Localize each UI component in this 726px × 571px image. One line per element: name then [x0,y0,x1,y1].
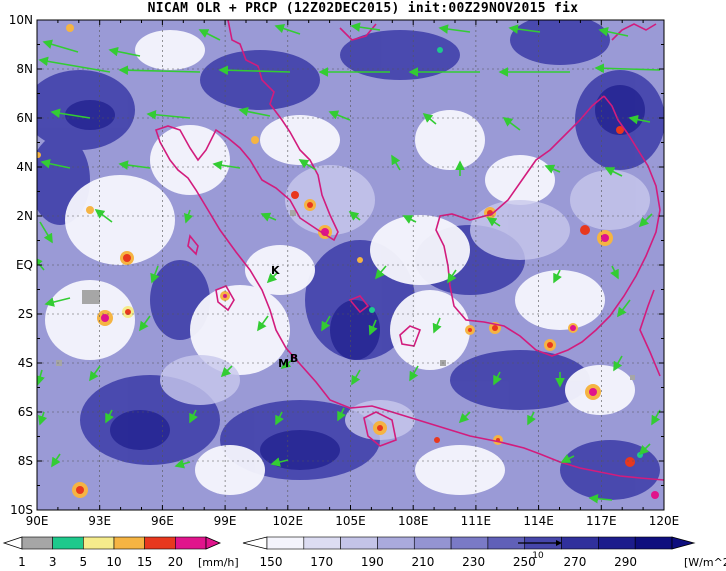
lon-tick-label: 120E [649,514,680,528]
olr-bar-label: 190 [361,555,384,569]
olr-bar-label: 150 [260,555,283,569]
lon-tick-label: 117E [586,514,617,528]
site-marker-k: K [271,264,280,277]
olr-bar-label: 210 [412,555,435,569]
lat-tick-label: 10N [9,13,33,27]
olr-field [37,20,664,510]
olr-bar-label: 270 [563,555,586,569]
lat-tick-label: 4N [16,160,33,174]
precip-color-box [175,536,207,550]
lon-tick-label: 102E [273,514,304,528]
latitude-labels: 10N 8N 6N 4N 2N EQ 2S 4S 6S 8S 10S [9,13,33,517]
lat-tick-label: 6N [16,111,33,125]
olr-color-box [450,536,489,550]
lat-tick-label: 2N [16,209,33,223]
olr-color-box [266,536,305,550]
precip-color-box [52,536,84,550]
precip-bar-label: 10 [106,555,121,569]
lat-tick-label: 4S [18,356,33,370]
lat-tick-label: 2S [18,307,33,321]
map-title: NICAM OLR + PRCP (12Z02DEC2015) init:00Z… [147,1,579,16]
olr-color-box [377,536,415,550]
precip-color-box [144,536,176,550]
olr-bar-label: 170 [310,555,333,569]
precip-bar-label: 3 [49,555,57,569]
lon-tick-label: 96E [151,514,174,528]
lon-tick-label: 99E [214,514,237,528]
longitude-labels: 90E 93E 96E 99E 102E 105E 108E 111E 114E 117E 120E [26,514,680,528]
precip-colorbar: 1 3 5 10 15 20 [mm/h] [2,536,239,569]
coastlines [154,20,664,481]
olr-bar-label: 250 [513,555,536,569]
lat-tick-label: 6S [18,405,33,419]
site-marker-b: B [290,352,298,365]
lon-tick-label: 90E [26,514,49,528]
precip-unit: [mm/h] [198,556,239,569]
olr-bar-label: 230 [462,555,485,569]
precip-bar-label: 5 [80,555,88,569]
site-markers: K M B [271,264,298,370]
olr-colorbar: 150 170 190 210 230 250 270 290 [W/m^2] 10 [242,536,726,569]
precip-bar-label: 15 [137,555,152,569]
lon-tick-label: 114E [523,514,554,528]
lat-tick-label: EQ [16,258,33,272]
lat-tick-label: 8S [18,454,33,468]
olr-unit: [W/m^2] [684,556,726,569]
precip-color-box [21,536,53,550]
precip-bar-label: 20 [168,555,183,569]
lon-tick-label: 108E [398,514,429,528]
olr-color-box [340,536,378,550]
lon-tick-label: 93E [88,514,111,528]
olr-bar-label: 290 [614,555,637,569]
lon-tick-label: 105E [335,514,366,528]
olr-color-box [413,536,452,550]
graticule [37,20,664,510]
wind-vectors [37,22,661,504]
site-marker-m: M [278,357,289,370]
olr-color-box [561,536,599,550]
lat-tick-label: 10S [10,503,33,517]
olr-color-box [634,536,673,550]
olr-color-box [598,536,636,550]
reference-vector-label: 10 [532,551,544,561]
precip-bar-label: 1 [18,555,26,569]
precip-color-box [113,536,145,550]
precip-color-box [83,536,115,550]
lon-tick-label: 111E [461,514,492,528]
olr-color-box [303,536,341,550]
lat-tick-label: 8N [16,62,33,76]
